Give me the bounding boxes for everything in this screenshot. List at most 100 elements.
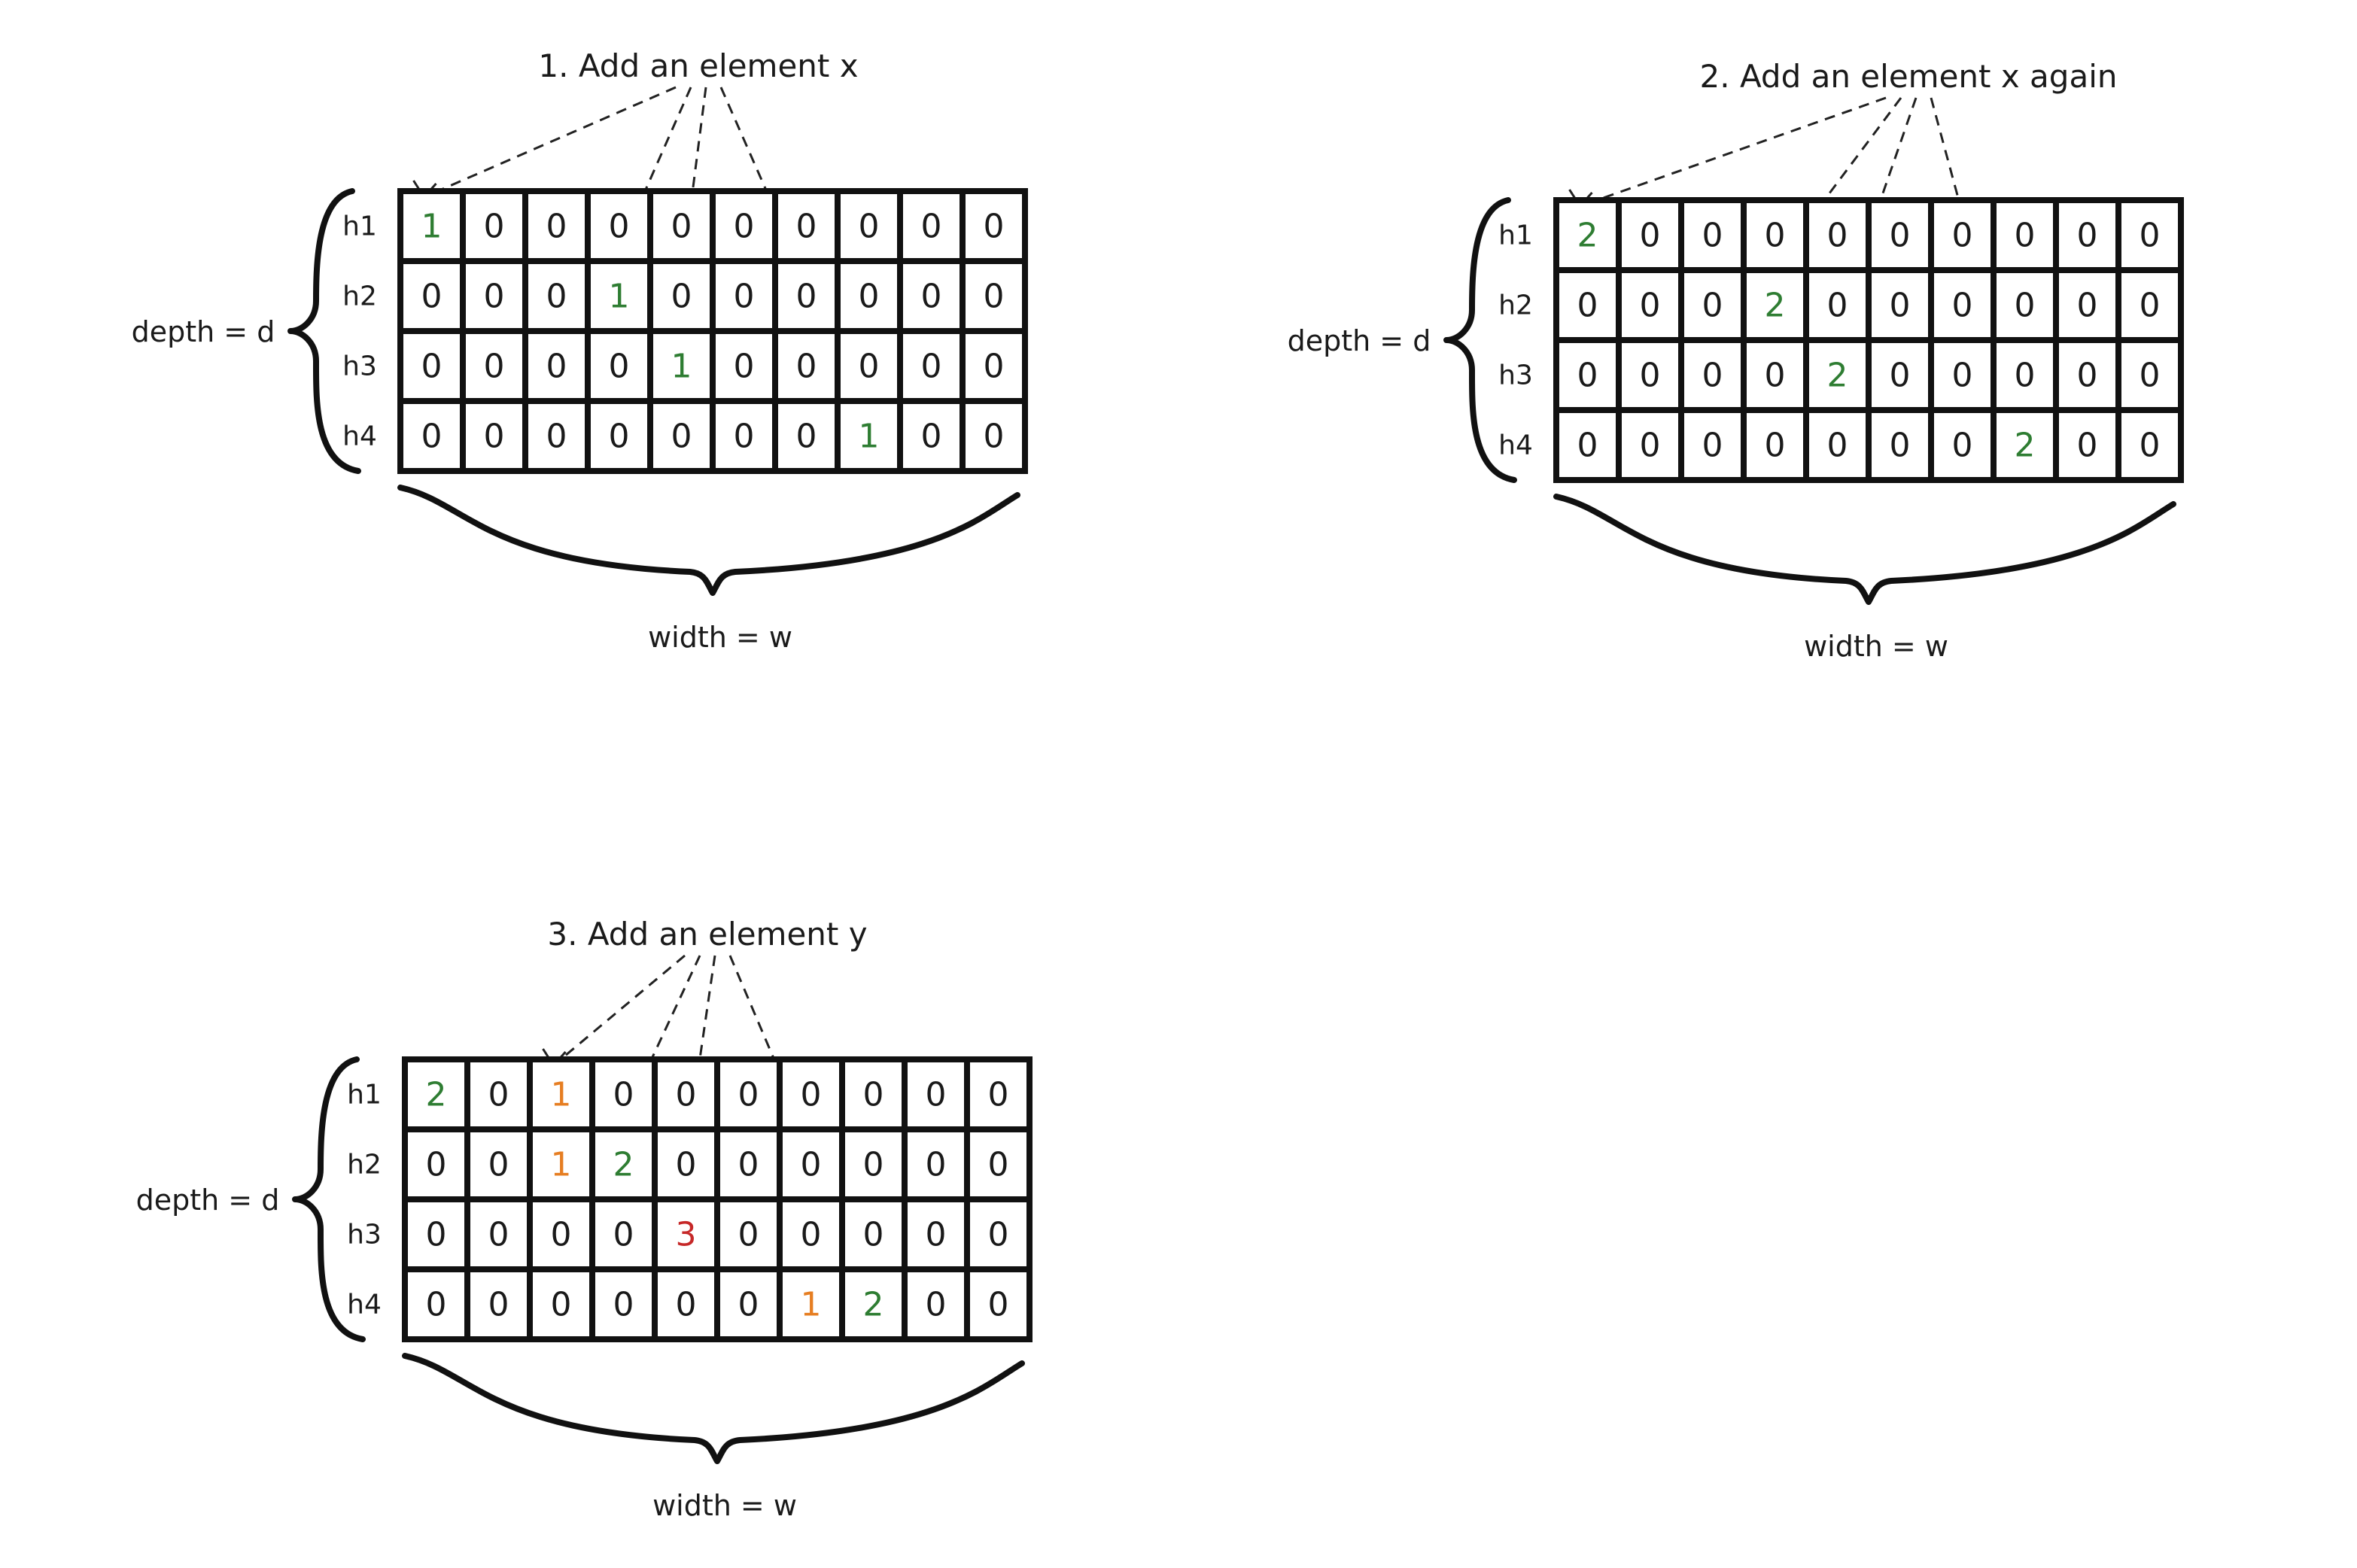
counter-value: 0: [2140, 217, 2161, 255]
hash-row-label: h3: [1498, 360, 1533, 391]
counter-value: 0: [426, 1286, 447, 1324]
counter-cell: [772, 188, 841, 264]
hash-row-label: h1: [342, 211, 377, 242]
counter-value: 0: [921, 418, 942, 456]
counter-cell: [710, 258, 778, 334]
counter-cell: [397, 328, 466, 404]
counter-value: 2: [1765, 287, 1786, 325]
counter-value: 0: [488, 1216, 509, 1254]
counter-value: 3: [676, 1216, 697, 1254]
counter-value: 0: [2077, 357, 2098, 395]
counter-value: 0: [796, 208, 817, 246]
counter-value: 0: [1702, 287, 1723, 325]
counter-cell: [464, 1126, 533, 1202]
hash-row-label: h2: [342, 281, 377, 312]
counter-value: 0: [738, 1216, 759, 1254]
counter-value: 0: [671, 208, 692, 246]
counter-value: 0: [613, 1286, 634, 1324]
counter-value: 0: [421, 348, 443, 386]
counter-value: 0: [2140, 287, 2161, 325]
hash-line: [423, 86, 677, 199]
counter-value: 0: [796, 418, 817, 456]
counter-value: 2: [863, 1286, 884, 1324]
counter-cell: [777, 1126, 845, 1202]
counter-value: 0: [984, 208, 1005, 246]
counter-value: 0: [2140, 357, 2161, 395]
counter-value: 2: [1827, 357, 1848, 395]
hash-line: [673, 87, 707, 338]
hash-line: [677, 955, 716, 1206]
panel-title: 2. Add an element x again: [1700, 58, 2118, 95]
counter-value: 0: [734, 418, 755, 456]
hash-row-label: h2: [347, 1150, 382, 1181]
counter-value: 0: [1702, 217, 1723, 255]
counter-value: 0: [1890, 427, 1911, 465]
hash-line: [552, 954, 686, 1067]
depth-brace: [292, 1056, 366, 1342]
panel-title: 1. Add an element x: [538, 47, 858, 84]
width-label: width = w: [652, 1489, 797, 1522]
hash-row-label: h3: [342, 351, 377, 382]
counter-value: 0: [546, 208, 567, 246]
counter-cell: [1616, 267, 1684, 343]
counter-value: 2: [1577, 217, 1598, 255]
counter-value: 0: [926, 1216, 947, 1254]
counter-cell: [1553, 407, 1622, 483]
counter-value: 0: [484, 418, 505, 456]
counter-value: 0: [859, 348, 880, 386]
counter-value: 0: [1765, 427, 1786, 465]
counter-value: 0: [1952, 427, 1973, 465]
counter-value: 0: [488, 1076, 509, 1114]
hash-row-label: h1: [347, 1080, 382, 1111]
counter-value: 0: [984, 418, 1005, 456]
counter-value: 0: [921, 278, 942, 316]
depth-label: depth = d: [136, 1184, 280, 1217]
counter-value: 0: [1890, 217, 1911, 255]
counter-cell: [960, 328, 1028, 404]
counter-value: 0: [2015, 217, 2036, 255]
counter-value: 1: [551, 1076, 572, 1114]
counter-value: 2: [613, 1146, 634, 1184]
counter-value: 0: [863, 1216, 884, 1254]
counter-value: 0: [926, 1076, 947, 1114]
counter-value: 0: [613, 1076, 634, 1114]
counter-value: 0: [926, 1286, 947, 1324]
counter-value: 0: [988, 1146, 1009, 1184]
counter-cell: [835, 398, 903, 474]
counter-value: 0: [738, 1076, 759, 1114]
hash-line: [1579, 96, 1887, 208]
hash-row-label: h4: [347, 1290, 382, 1320]
counter-cell: [902, 1266, 970, 1342]
counter-value: 2: [426, 1076, 447, 1114]
counter-cell: [902, 1126, 970, 1202]
counter-value: 0: [609, 208, 630, 246]
counter-value: 0: [676, 1076, 697, 1114]
counter-cell: [2115, 337, 2184, 413]
counter-value: 0: [988, 1076, 1009, 1114]
counter-value: 0: [921, 348, 942, 386]
counter-value: 0: [546, 418, 567, 456]
counter-value: 0: [421, 418, 443, 456]
hash-row-label: h3: [347, 1220, 382, 1250]
width-brace: [402, 1353, 1025, 1464]
counter-value: 0: [734, 208, 755, 246]
panel-2: 2. Add an element x again 2 0 0 0 0 0 0 0 0 0 0 0 0 2 0…: [1288, 58, 2184, 663]
counter-value: 0: [426, 1146, 447, 1184]
counter-value: 0: [738, 1146, 759, 1184]
counter-value: 0: [796, 348, 817, 386]
counter-value: 0: [859, 278, 880, 316]
counter-cell: [585, 398, 653, 474]
depth-label: depth = d: [132, 315, 275, 348]
counter-value: 0: [1702, 357, 1723, 395]
counter-value: 0: [1827, 217, 1848, 255]
counter-value: 0: [546, 278, 567, 316]
counter-value: 0: [609, 418, 630, 456]
counter-value: 0: [796, 278, 817, 316]
counter-cell: [714, 1266, 783, 1342]
depth-brace: [1443, 197, 1517, 483]
counter-value: 0: [863, 1076, 884, 1114]
counter-cell: [522, 188, 591, 264]
counter-value: 0: [863, 1146, 884, 1184]
depth-label: depth = d: [1288, 324, 1431, 357]
